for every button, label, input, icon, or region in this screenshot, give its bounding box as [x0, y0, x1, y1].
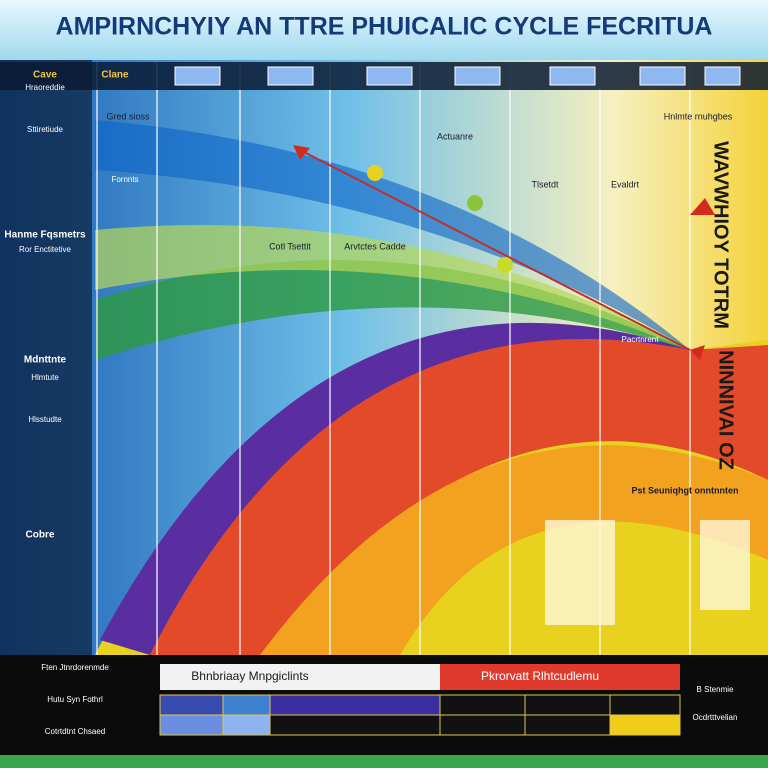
band-green	[95, 260, 690, 360]
button-label[interactable]: Bhnbriaay Mnpgiclints	[191, 669, 308, 683]
annotation: Arvtctes Cadde	[344, 241, 406, 251]
annotation: Hnlmte rnuhgbes	[664, 111, 733, 121]
annotation: Actuanre	[437, 131, 473, 141]
arrows	[293, 145, 715, 360]
annotation: Gred sioss	[106, 111, 150, 121]
button[interactable]	[160, 664, 440, 690]
annotation: Cotl Tsettit	[269, 241, 311, 251]
annotation: Evaldrt	[611, 179, 640, 189]
panel-line: Sttiretiude	[27, 125, 64, 134]
band-red	[150, 338, 768, 655]
heading: Cobre	[26, 530, 55, 541]
bottom-line: Hutu Syn Fothrl	[47, 695, 103, 704]
band-lime	[95, 225, 690, 350]
header-boxes	[174, 66, 741, 86]
grid-cells	[159, 694, 681, 736]
annotation: Fornnts	[111, 175, 138, 184]
panel-line: Hlsstudte	[28, 415, 62, 424]
note-box	[545, 520, 615, 625]
side-text: NINNIVAI OZ	[715, 350, 737, 470]
heading: Cave	[33, 70, 57, 81]
bottom-line: Cotrtdtnt Chsaed	[45, 727, 105, 736]
band-blue	[95, 120, 690, 350]
annotation: Pst Seuniqhgt onntnnten	[632, 485, 739, 495]
annotation: Tlsetdt	[531, 179, 559, 189]
panel-line: Hraoreddie	[25, 83, 65, 92]
side-text: WAVWHIOY TOTRM	[710, 141, 732, 329]
button[interactable]	[440, 664, 680, 690]
panel-line: Hlmtute	[31, 373, 59, 382]
footer-strip	[0, 755, 768, 768]
bottom-label: B Stenmie	[697, 685, 734, 694]
annotation: Pacrtnrent	[622, 335, 660, 344]
title: AMPIRNCHYIY AN TTRE PHUICALIC CYCLE FECR…	[56, 13, 713, 41]
heading: Mdnttnte	[24, 355, 67, 366]
note-box	[700, 520, 750, 610]
heading: Hanme Fqsmetrs	[4, 230, 86, 241]
title-bar	[0, 0, 768, 60]
panel-line: Ror Enctitetive	[19, 245, 72, 254]
heading: Clane	[101, 70, 129, 81]
left-panel	[0, 60, 92, 655]
bottom-label: Ocdrtttvelian	[693, 713, 738, 722]
bottom-line: Ften Jtnrdorenmde	[41, 663, 109, 672]
band-purple	[100, 322, 690, 655]
band-orange	[260, 445, 768, 655]
button-label[interactable]: Pkrorvatt Rlhtcudlemu	[481, 669, 599, 683]
